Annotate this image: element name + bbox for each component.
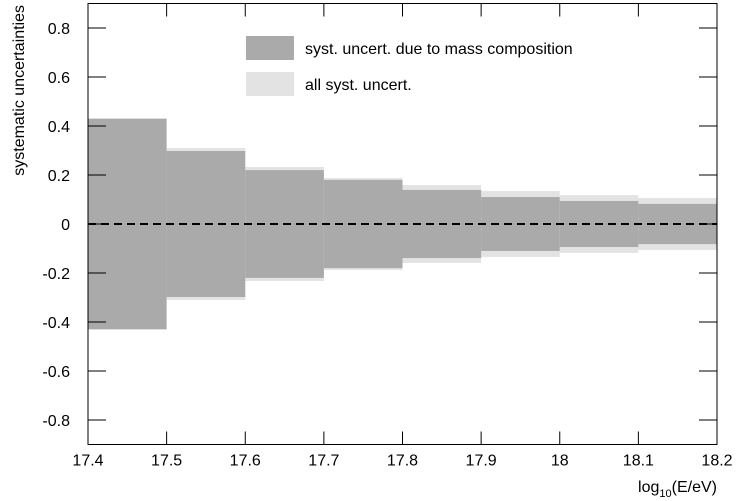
legend-swatch xyxy=(246,36,294,60)
y-tick-label: -0.8 xyxy=(42,413,70,430)
y-tick-label: 0 xyxy=(61,217,70,234)
y-tick-label: 0.8 xyxy=(48,21,70,38)
y-tick-label: -0.2 xyxy=(42,266,70,283)
x-tick-label: 17.8 xyxy=(387,453,418,470)
x-label-rest: (E/eV) xyxy=(672,479,717,496)
x-tick-label: 17.9 xyxy=(466,453,497,470)
x-axis-label: log10(E/eV) xyxy=(638,479,717,500)
x-label-main: log xyxy=(638,479,659,496)
legend-label: syst. uncert. due to mass composition xyxy=(305,41,573,58)
y-tick-label: -0.4 xyxy=(42,315,70,332)
y-tick-label: 0.2 xyxy=(48,168,70,185)
x-tick-label: 17.4 xyxy=(72,453,103,470)
y-tick-label: -0.6 xyxy=(42,364,70,381)
y-tick-label: 0.6 xyxy=(48,70,70,87)
x-tick-label: 18.1 xyxy=(623,453,654,470)
x-tick-label: 18.2 xyxy=(701,453,732,470)
y-tick-label: 0.4 xyxy=(48,119,70,136)
x-tick-label: 17.5 xyxy=(151,453,182,470)
y-axis-label: systematic uncertainties xyxy=(11,5,28,176)
legend-swatch xyxy=(246,72,294,96)
x-label-sub: 10 xyxy=(659,488,671,500)
x-tick-label: 17.7 xyxy=(308,453,339,470)
legend-label: all syst. uncert. xyxy=(305,77,412,94)
x-tick-label: 18 xyxy=(551,453,569,470)
x-tick-label: 17.6 xyxy=(230,453,261,470)
